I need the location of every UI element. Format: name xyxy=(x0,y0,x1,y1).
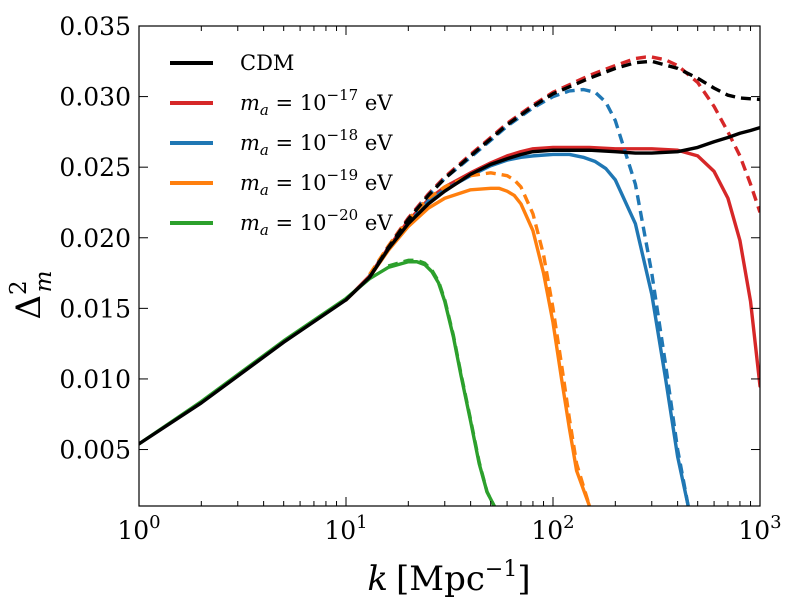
x-tick-label-exp: 1 xyxy=(356,512,367,533)
legend-label-ma19: ma = 10−19 eV xyxy=(240,166,393,199)
y-tick-label: 0.020 xyxy=(59,224,131,253)
legend-label-ma18: ma = 10−18 eV xyxy=(240,126,393,159)
y-axis-label-base: Δ xyxy=(9,295,49,320)
legend-label-exp: −17 xyxy=(327,86,359,104)
x-axis-label-unit: [Mpc xyxy=(396,559,485,599)
legend-label-ma20: ma = 10−20 eV xyxy=(240,206,393,239)
legend-label-eq: = 10 xyxy=(269,211,327,235)
legend-label-cdm: CDM xyxy=(240,51,294,75)
y-tick-label: 0.010 xyxy=(59,365,131,394)
x-tick-label: 103 xyxy=(738,512,781,545)
legend-label-exp: −20 xyxy=(327,206,359,224)
legend-label-sub: a xyxy=(260,101,269,119)
legend-label-unit: eV xyxy=(358,91,393,115)
x-axis-label-var: k xyxy=(367,559,388,599)
tick-labels: 100 101 102 1030.0050.0100.0150.0200.0250.0… xyxy=(59,12,781,545)
series-cdm-solid-line xyxy=(139,125,760,446)
y-axis-label: Δ2m xyxy=(6,270,57,319)
legend-label-exp: −18 xyxy=(327,126,359,144)
y-tick-label: 0.035 xyxy=(59,12,131,41)
x-tick-label: 102 xyxy=(531,512,574,545)
legend-label-var: m xyxy=(240,131,260,155)
x-tick-label: 101 xyxy=(324,512,367,545)
legend-label-unit: eV xyxy=(358,131,393,155)
x-tick-label-base: 10 xyxy=(324,516,356,545)
series-cdm-dashed-line xyxy=(368,59,760,279)
legend-label-exp: −19 xyxy=(327,166,359,184)
legend-label-eq: = 10 xyxy=(269,131,327,155)
legend-label-eq: = 10 xyxy=(269,171,327,195)
legend-label-unit: eV xyxy=(358,171,393,195)
x-tick-label-exp: 3 xyxy=(770,512,781,533)
y-axis-label-sup: 2 xyxy=(6,280,32,295)
x-tick-label-base: 10 xyxy=(117,516,149,545)
x-axis-label: k [Mpc−1] xyxy=(367,557,530,599)
legend-label-ma17: ma = 10−17 eV xyxy=(240,86,393,119)
y-tick-label: 0.030 xyxy=(59,83,131,112)
y-axis-label-sub: m xyxy=(31,270,57,292)
x-tick-label-exp: 0 xyxy=(149,512,160,533)
legend-label-var: m xyxy=(240,211,260,235)
x-tick-label: 100 xyxy=(117,512,160,545)
plot-frame xyxy=(138,25,761,507)
legend-label-eq: = 10 xyxy=(269,91,327,115)
series-ma19-solid-line xyxy=(344,186,592,506)
y-tick-label: 0.025 xyxy=(59,153,131,182)
legend-label-sub: a xyxy=(260,221,269,239)
legend-label-unit: eV xyxy=(358,211,393,235)
y-tick-label: 0.005 xyxy=(59,436,131,465)
x-axis-label-close: ] xyxy=(517,559,530,599)
x-tick-label-base: 10 xyxy=(531,516,563,545)
y-tick-label: 0.015 xyxy=(59,294,131,323)
ticks-layer xyxy=(138,25,760,506)
x-axis-label-exp: −1 xyxy=(485,557,517,582)
legend-label-var: m xyxy=(240,91,260,115)
legend-label-var: m xyxy=(240,171,260,195)
series-layer xyxy=(139,55,760,506)
x-tick-label-base: 10 xyxy=(738,516,770,545)
legend-label-sub: a xyxy=(260,141,269,159)
legend-label-sub: a xyxy=(260,181,269,199)
x-tick-label-exp: 2 xyxy=(563,512,574,533)
